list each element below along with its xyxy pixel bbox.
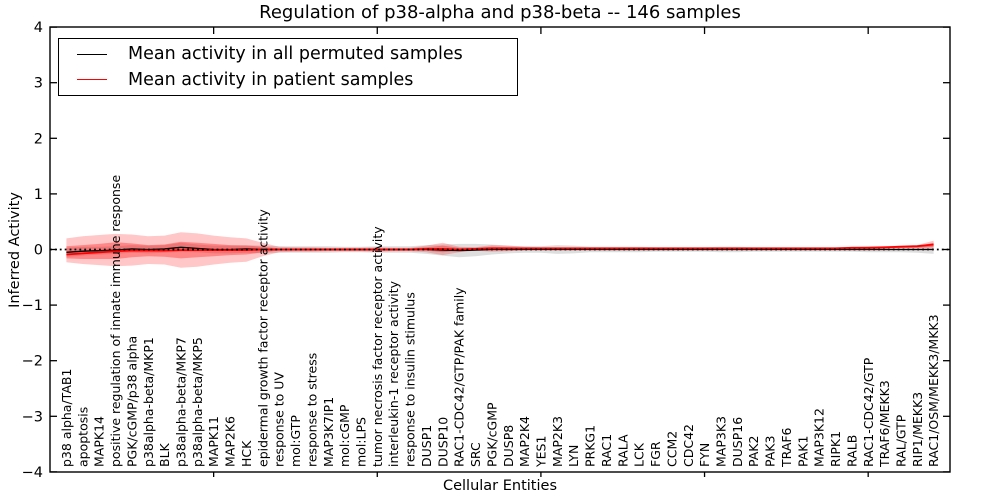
x-category-label: PGK/cGMP [484,402,499,467]
x-category-label: RAC1/OSM/MEKK3/MKK3 [926,314,941,467]
x-category-label: DUSP10 [435,417,450,467]
legend-label: Mean activity in all permuted samples [128,44,463,65]
x-category-label: p38alpha-beta/MKP1 [141,337,156,467]
x-category-label: TRAF6/MEKK3 [877,380,892,468]
x-category-label: MAP2K3 [550,416,565,467]
x-category-label: mol:GTP [288,415,303,467]
legend-line-black [77,53,107,55]
x-category-label: MAP3K3 [714,416,729,467]
x-category-label: p38alpha-beta/MKP5 [190,337,205,467]
x-category-label: RIP1/MEKK3 [910,392,925,467]
legend-label: Mean activity in patient samples [128,69,414,90]
x-category-label: mol:cGMP [337,404,352,467]
x-category-label: response to insulin stimulus [403,292,418,467]
x-category-label: DUSP8 [501,425,516,467]
x-category-label: PAK3 [763,436,778,467]
y-tick-label: −1 [22,298,43,314]
legend-entry-patient: Mean activity in patient samples [59,70,517,90]
x-category-label: positive regulation of innate immune res… [108,175,123,467]
x-category-label: MAPK11 [206,416,221,467]
y-tick-label: 4 [34,20,43,36]
legend-entry-permuted: Mean activity in all permuted samples [59,44,517,64]
x-category-label: LYN [566,445,581,467]
x-category-label: PAK2 [746,436,761,467]
x-category-label: FGR [648,441,663,467]
chart-title: Regulation of p38-alpha and p38-beta -- … [259,2,741,23]
x-category-label: RAC1-CDC42/GTP [861,357,876,467]
x-category-label: response to UV [272,372,287,467]
x-category-label: apoptosis [75,407,90,467]
x-category-label: SRC [468,442,483,467]
x-category-label: YES1 [534,436,549,468]
legend: Mean activity in all permuted samples Me… [58,38,518,96]
x-category-label: TRAF6 [779,427,794,468]
legend-line-red [77,79,107,81]
y-tick-label: 2 [34,131,43,147]
x-category-label: MAPK14 [92,416,107,467]
x-category-label: CDC42 [681,424,696,467]
x-category-label: RAC1-CDC42/GTP/PAK family [452,287,467,467]
x-category-label: PAK1 [795,436,810,467]
x-category-label: RAC1 [599,434,614,467]
x-category-label: response to stress [304,353,319,467]
x-category-label: FYN [697,443,712,467]
x-axis-label: Cellular Entities [442,478,558,494]
x-category-label: HCK [239,440,254,467]
y-tick-label: −3 [22,409,43,425]
x-category-label: mol:LPS [354,417,369,467]
x-category-label: DUSP1 [419,425,434,467]
x-category-label: BLK [157,442,172,467]
x-category-label: RALA [615,434,630,467]
x-category-label: interleukin-1 receptor activity [386,280,401,467]
plot-frame [49,26,951,473]
y-tick-label: 3 [34,76,43,92]
x-category-label: PRKG1 [583,425,598,467]
x-category-label: tumor necrosis factor receptor activity [370,226,385,467]
x-category-label: p38 alpha/TAB1 [59,369,74,467]
y-tick-label: −4 [22,465,43,481]
patient-mean-line [66,243,934,256]
x-category-label: MAP2K4 [517,416,532,467]
x-category-label: MAP2K6 [223,416,238,467]
x-category-label: LCK [632,442,647,467]
x-category-label: epidermal growth factor receptor activit… [255,209,270,467]
x-category-label: p38alpha-beta/MKP7 [174,337,189,467]
x-category-label: MAP3K12 [812,408,827,467]
x-category-label: CCM2 [664,431,679,467]
x-category-label: MAP3K7IP1 [321,397,336,467]
x-category-label: RALB [844,435,859,467]
x-category-label: RAL/GTP [894,414,909,467]
y-tick-label: −2 [22,354,43,370]
y-tick-label: 0 [34,243,43,259]
y-tick-label: 1 [34,187,43,203]
x-category-label: RIPK1 [828,431,843,467]
x-category-label: PGK/cGMP/p38 alpha [124,336,139,467]
x-category-label: DUSP16 [730,417,745,467]
